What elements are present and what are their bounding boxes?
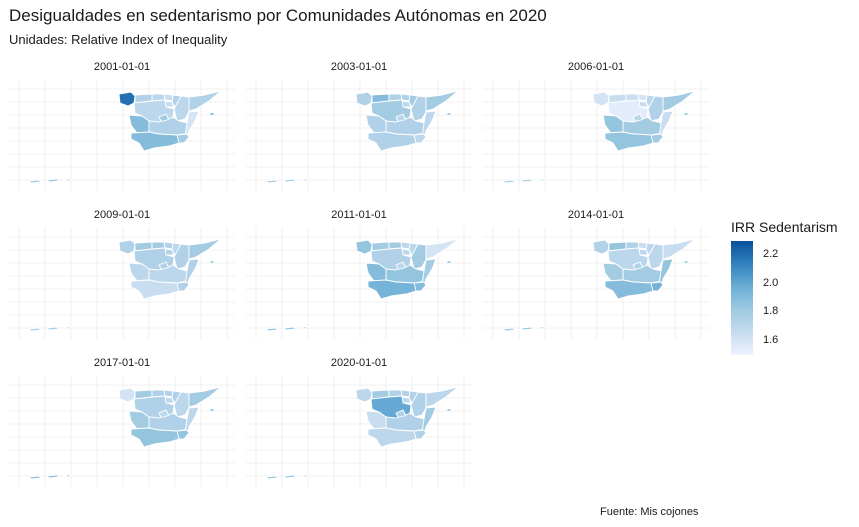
- region-ga: [118, 387, 136, 403]
- legend-colorbar: [731, 241, 753, 355]
- region-mc: [176, 133, 190, 144]
- facet-map: [246, 79, 472, 191]
- region-cn: [265, 178, 309, 184]
- region-cn: [28, 178, 72, 184]
- legend-title: IRR Sedentarism: [731, 219, 838, 235]
- panel-grid: [246, 375, 472, 487]
- region-mc: [650, 281, 664, 292]
- region-ib: [445, 111, 453, 117]
- facet-label: 2014-01-01: [567, 209, 625, 221]
- facet-map: [246, 375, 472, 487]
- region-an: [367, 131, 422, 152]
- region-mc: [413, 429, 427, 440]
- facet-panel: 2017-01-01: [9, 357, 235, 487]
- region-mc: [413, 281, 427, 292]
- facet-label: 2003-01-01: [330, 61, 388, 73]
- region-ga: [355, 387, 373, 403]
- facet-label: 2017-01-01: [93, 357, 151, 369]
- region-ib: [445, 407, 453, 413]
- legend-tick: [753, 340, 757, 342]
- region-an: [604, 279, 659, 300]
- facet-panel: 2001-01-01: [9, 61, 235, 191]
- legend-tick-label: 1.8: [763, 305, 779, 318]
- facet-map: [9, 227, 235, 339]
- region-ct: [188, 238, 222, 260]
- region-cn: [265, 474, 309, 480]
- facet-panel: 2006-01-01: [483, 61, 709, 191]
- region-cn: [265, 326, 309, 332]
- legend-tick: [753, 312, 757, 314]
- chart-title: Desigualdades en sedentarismo por Comuni…: [9, 6, 547, 25]
- legend-tick: [753, 283, 757, 285]
- region-cn: [28, 326, 72, 332]
- region-ct: [425, 90, 459, 112]
- region-ga: [118, 239, 136, 255]
- region-an: [367, 279, 422, 300]
- facet-map: [483, 79, 709, 191]
- region-cn: [502, 326, 546, 332]
- chart-subtitle: Unidades: Relative Index of Inequality: [9, 32, 228, 47]
- legend: IRR Sedentarism 2.2 2.0 1.8 1.6: [731, 219, 851, 359]
- facet-label: 2006-01-01: [567, 61, 625, 73]
- facet-panel: 2009-01-01: [9, 209, 235, 339]
- region-mc: [176, 429, 190, 440]
- facet-panel: 2014-01-01: [483, 209, 709, 339]
- facet-panel: 2020-01-01: [246, 357, 472, 487]
- region-ct: [188, 90, 222, 112]
- panel-grid: [246, 79, 472, 191]
- region-ib: [208, 259, 216, 265]
- facet-label: 2001-01-01: [93, 61, 151, 73]
- facet-map: [246, 227, 472, 339]
- region-ib: [445, 259, 453, 265]
- facet-label: 2011-01-01: [331, 209, 387, 221]
- region-ct: [188, 386, 222, 408]
- region-ct: [662, 90, 696, 112]
- region-cn: [28, 474, 72, 480]
- region-ga: [592, 239, 610, 255]
- region-ct: [662, 238, 696, 260]
- region-mc: [650, 133, 664, 144]
- region-ct: [425, 386, 459, 408]
- region-an: [130, 427, 185, 448]
- region-mc: [176, 281, 190, 292]
- region-an: [130, 279, 185, 300]
- legend-tick-label: 2.0: [763, 276, 779, 289]
- facet-map: [9, 79, 235, 191]
- legend-tick-label: 1.6: [763, 333, 779, 346]
- region-an: [604, 131, 659, 152]
- region-mc: [413, 133, 427, 144]
- region-ib: [208, 111, 216, 117]
- region-cn: [502, 178, 546, 184]
- region-an: [367, 427, 422, 448]
- facet-label: 2020-01-01: [330, 357, 388, 369]
- region-ib: [682, 259, 690, 265]
- region-ga: [355, 239, 373, 255]
- legend-tick-label: 2.2: [763, 248, 779, 261]
- facet-map: [483, 227, 709, 339]
- region-an: [130, 131, 185, 152]
- region-ga: [355, 91, 373, 107]
- chart-caption: Fuente: Mis cojones: [600, 506, 699, 518]
- legend-tick: [753, 255, 757, 257]
- region-ct: [425, 238, 459, 260]
- region-ga: [592, 91, 610, 107]
- facet-map: [9, 375, 235, 487]
- region-ga: [118, 91, 136, 107]
- region-ib: [682, 111, 690, 117]
- facet-panel: 2003-01-01: [246, 61, 472, 191]
- region-ib: [208, 407, 216, 413]
- facet-label: 2009-01-01: [93, 209, 151, 221]
- facet-panel: 2011-01-01: [246, 209, 472, 339]
